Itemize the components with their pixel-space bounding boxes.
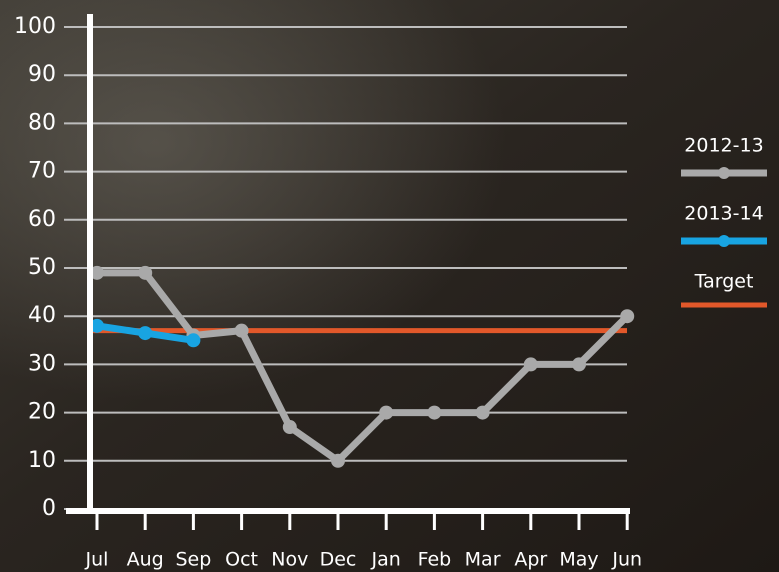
x-tick-label: Dec (320, 549, 357, 571)
y-tick-label: 80 (28, 110, 56, 135)
legend-label: 2012-13 (684, 135, 763, 157)
data-point (331, 453, 345, 468)
x-tick-label: Aug (127, 549, 164, 571)
y-tick-label: 50 (28, 255, 56, 280)
y-tick-label: 70 (28, 159, 56, 184)
y-tick-label: 0 (42, 496, 56, 521)
data-point (427, 405, 442, 420)
data-point (523, 357, 538, 372)
x-tick-label: Jul (85, 549, 109, 571)
x-tick-label: May (559, 549, 598, 571)
x-tick-label: Oct (225, 549, 258, 571)
x-tick-label: Jun (611, 549, 642, 571)
legend-marker (718, 235, 730, 247)
y-tick-label: 20 (28, 400, 56, 425)
legend-marker (718, 167, 730, 179)
x-tick-label: Nov (271, 549, 308, 571)
data-point (379, 405, 394, 420)
x-tick-label: Feb (418, 549, 452, 571)
y-tick-label: 60 (28, 207, 56, 232)
data-point (475, 405, 490, 420)
legend-label: Target (694, 271, 754, 293)
y-tick-label: 90 (28, 62, 56, 87)
data-point (234, 323, 249, 338)
y-tick-label: 30 (28, 351, 56, 376)
y-tick-label: 40 (28, 303, 56, 328)
data-point (282, 420, 297, 435)
data-point (138, 265, 153, 280)
legend-label: 2013-14 (684, 203, 763, 225)
data-point (572, 357, 586, 372)
x-tick-label: Sep (175, 549, 211, 571)
x-tick-label: Apr (514, 549, 547, 571)
series-line (97, 269, 630, 465)
data-point (620, 309, 635, 324)
x-tick-label: Mar (465, 549, 501, 571)
data-point (90, 318, 104, 333)
y-tick-label: 100 (14, 14, 56, 39)
data-point (186, 333, 201, 348)
y-tick-label: 10 (28, 448, 56, 473)
data-point (90, 265, 104, 280)
x-tick-label: Jan (371, 549, 401, 571)
data-point (138, 326, 153, 341)
